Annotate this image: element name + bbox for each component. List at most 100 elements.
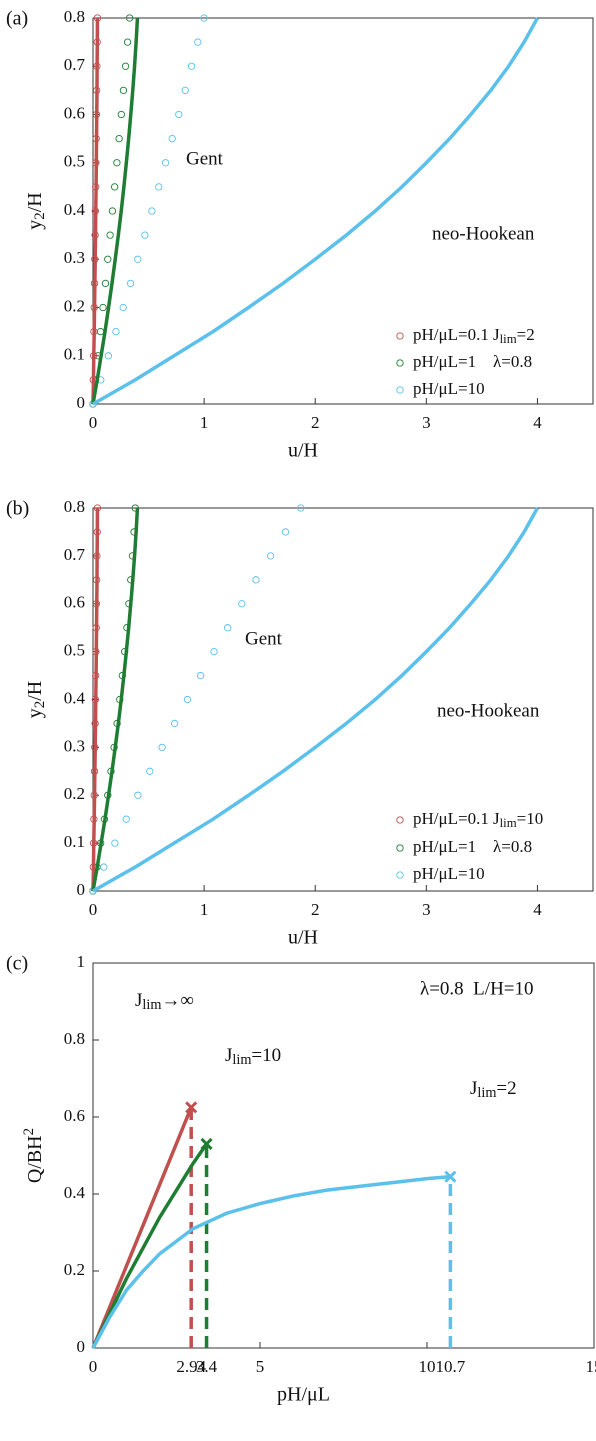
annotation: neo-Hookean (437, 700, 540, 721)
data-marker (134, 791, 142, 799)
y-tick-label: 0.2 (64, 296, 85, 315)
data-marker (101, 279, 110, 288)
legend-label: pH/μL=1 (413, 837, 476, 856)
y-tick-label: 0.8 (64, 497, 85, 516)
x-tick-label: 15 (586, 1357, 596, 1376)
x-tick-label: 5 (256, 1357, 265, 1376)
x-axis-label: pH/μL (277, 1384, 330, 1406)
data-marker (119, 86, 128, 95)
y-tick-label: 0.6 (64, 1106, 85, 1125)
data-marker (108, 207, 117, 215)
x-tick-label: 1 (200, 413, 209, 432)
y-axis-label-part: /H (24, 681, 46, 701)
data-marker (158, 743, 166, 752)
curve (92, 17, 539, 406)
data-marker (122, 815, 130, 823)
data-marker (104, 352, 112, 360)
data-marker (148, 207, 156, 215)
x-axis-label: u/H (288, 927, 318, 949)
data-marker (194, 38, 202, 46)
series-label-part: lim (477, 1085, 496, 1101)
data-marker (155, 183, 163, 191)
data-marker (187, 62, 196, 70)
x-tick-label: 10 (419, 1357, 436, 1376)
data-marker (141, 231, 149, 239)
data-marker (183, 695, 192, 704)
annotation: Gent (245, 628, 283, 649)
x-tick-label: 2 (311, 413, 320, 432)
x-tick-label: 4 (533, 413, 542, 432)
y-tick-label: 0.4 (64, 688, 86, 707)
series-label-part: =10 (251, 1045, 281, 1066)
data-marker (111, 183, 119, 191)
legend-note-part: lim (500, 816, 517, 830)
y-tick-label: 0.1 (64, 832, 85, 851)
y-tick-label: 0.8 (64, 7, 85, 26)
y-tick-label: 1 (77, 952, 86, 971)
data-marker (161, 159, 170, 167)
plot-frame (92, 17, 594, 405)
x-tick-label: 3 (422, 900, 431, 919)
data-marker (146, 767, 154, 775)
data-marker (171, 719, 179, 728)
legend-marker (396, 816, 404, 824)
y-tick-label: 0.7 (64, 545, 86, 564)
series-label-part: J (470, 1078, 477, 1099)
data-marker (252, 576, 260, 584)
data-marker (96, 327, 105, 336)
legend-note-part: =10 (517, 809, 544, 828)
curve (91, 507, 140, 892)
data-marker (117, 110, 125, 119)
data-marker (104, 255, 112, 263)
data-marker (119, 303, 127, 312)
data-marker (200, 14, 208, 22)
data-marker (112, 327, 120, 336)
legend-note-part: =2 (517, 325, 535, 344)
panel-label: (c) (6, 953, 28, 975)
y-tick-label: 0.6 (64, 103, 85, 122)
y-tick-label: 0.5 (64, 641, 85, 660)
x-tick-label: 3.4 (196, 1357, 218, 1376)
legend-note: λ=0.8 (493, 352, 532, 371)
x-tick-label: 0 (89, 1357, 98, 1376)
y-tick-label: 0.5 (64, 152, 85, 171)
y-axis-label: Q/BH2 (21, 1128, 46, 1183)
y-axis-label-part: y (24, 708, 46, 718)
series-label-part: lim (232, 1052, 251, 1068)
x-tick-label: 0 (89, 900, 98, 919)
y-axis-label-part: y (24, 220, 46, 230)
series-label: Jlim=10 (225, 1045, 281, 1068)
series-label-part: J (135, 990, 142, 1011)
curve (91, 1142, 208, 1349)
data-marker (131, 504, 139, 512)
data-marker (115, 134, 123, 143)
annotation: λ=0.8 L/H=10 (420, 978, 534, 999)
legend-label: pH/μL=10 (413, 379, 485, 398)
annotation: Gent (186, 148, 224, 169)
x-tick-label: 1 (200, 900, 209, 919)
series-label-part: →∞ (161, 990, 194, 1011)
legend-marker (396, 844, 404, 852)
x-axis-label: u/H (288, 440, 318, 462)
y-axis-label-part: 2 (32, 701, 48, 709)
data-marker (113, 159, 121, 167)
legend-note: λ=0.8 (493, 837, 532, 856)
x-tick-label: 0 (89, 413, 98, 432)
y-tick-label: 0.3 (64, 248, 85, 267)
legend-marker (396, 359, 404, 367)
data-marker (181, 86, 189, 95)
end-marker (444, 1170, 457, 1183)
y-tick-label: 0.2 (64, 1260, 85, 1279)
panel-label: (a) (6, 8, 28, 30)
data-marker (134, 255, 142, 263)
y-axis-label-part: 2 (21, 1128, 37, 1136)
data-marker (297, 504, 305, 512)
series-label-part: J (225, 1045, 232, 1066)
curve (91, 17, 100, 405)
panel-label: (b) (6, 498, 29, 520)
y-axis-label: y2/H (24, 192, 48, 230)
data-marker (99, 303, 107, 312)
legend-note: Jlim=10 (493, 809, 543, 830)
legend-note-part: J (493, 325, 500, 344)
series-label: Jlim=2 (470, 1078, 517, 1101)
